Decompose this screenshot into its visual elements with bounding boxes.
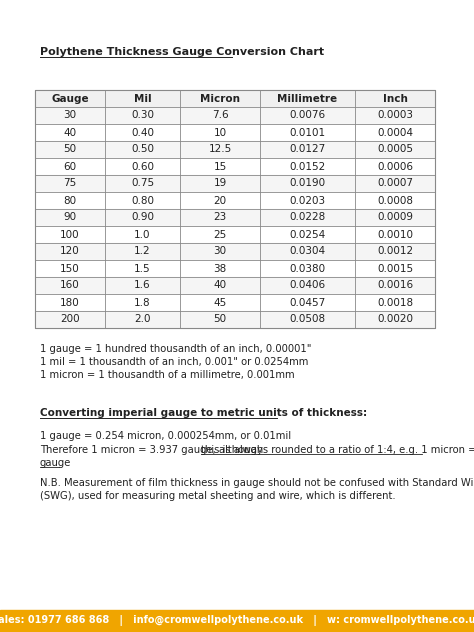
Text: 100: 100	[60, 229, 80, 240]
Bar	[0, 610, 474, 632]
Text: Sales: 01977 686 868   |   info@cromwellpolythene.co.uk   |   w: cromwellpolythe: Sales: 01977 686 868 | info@cromwellpoly…	[0, 616, 474, 626]
Text: Therefore 1 micron = 3.937 gauge, although: Therefore 1 micron = 3.937 gauge, althou…	[40, 445, 266, 455]
Text: 1.6: 1.6	[134, 281, 151, 291]
Text: 0.30: 0.30	[131, 111, 154, 121]
Text: 10: 10	[213, 128, 227, 138]
Text: 0.0020: 0.0020	[377, 315, 413, 324]
Text: 45: 45	[213, 298, 227, 308]
Bar	[35, 107, 435, 124]
Text: 0.0007: 0.0007	[377, 178, 413, 188]
Text: 120: 120	[60, 246, 80, 257]
Text: this is always rounded to a ratio of 1:4, e.g. 1 micron = 4: this is always rounded to a ratio of 1:4…	[201, 445, 474, 455]
Text: 0.75: 0.75	[131, 178, 154, 188]
Text: 0.0254: 0.0254	[289, 229, 326, 240]
Text: 1 gauge = 0.254 micron, 0.000254mm, or 0.01mil: 1 gauge = 0.254 micron, 0.000254mm, or 0…	[40, 431, 291, 441]
Bar	[35, 243, 435, 260]
Text: N.B. Measurement of film thickness in gauge should not be confused with Standard: N.B. Measurement of film thickness in ga…	[40, 478, 474, 501]
Text: 0.0015: 0.0015	[377, 264, 413, 274]
Text: 0.0304: 0.0304	[290, 246, 326, 257]
Text: 0.0152: 0.0152	[289, 162, 326, 171]
Text: 19: 19	[213, 178, 227, 188]
Text: Gauge: Gauge	[51, 94, 89, 104]
Bar	[35, 209, 435, 226]
Text: 12.5: 12.5	[209, 145, 232, 154]
Text: 1 gauge = 1 hundred thousandth of an inch, 0.00001": 1 gauge = 1 hundred thousandth of an inc…	[40, 344, 311, 354]
Text: 0.0508: 0.0508	[290, 315, 326, 324]
Bar	[35, 90, 435, 107]
Bar	[35, 175, 435, 192]
Text: 0.0228: 0.0228	[289, 212, 326, 222]
Bar	[35, 226, 435, 243]
Text: Converting imperial gauge to metric units of thickness:: Converting imperial gauge to metric unit…	[40, 408, 367, 418]
Bar	[35, 260, 435, 277]
Text: 0.0101: 0.0101	[290, 128, 326, 138]
Text: 1.5: 1.5	[134, 264, 151, 274]
Text: Polythene Thickness Gauge Conversion Chart: Polythene Thickness Gauge Conversion Cha…	[40, 47, 324, 57]
Text: 0.80: 0.80	[131, 195, 154, 205]
Text: 7.6: 7.6	[212, 111, 228, 121]
Text: 20: 20	[213, 195, 227, 205]
Text: 1 micron = 1 thousandth of a millimetre, 0.001mm: 1 micron = 1 thousandth of a millimetre,…	[40, 370, 295, 380]
Text: 1.0: 1.0	[134, 229, 151, 240]
Text: 90: 90	[64, 212, 77, 222]
Text: 40: 40	[213, 281, 227, 291]
Text: 0.0018: 0.0018	[377, 298, 413, 308]
Text: 0.0004: 0.0004	[377, 128, 413, 138]
Text: 0.0008: 0.0008	[377, 195, 413, 205]
Text: 1.2: 1.2	[134, 246, 151, 257]
Text: gauge: gauge	[40, 458, 72, 468]
Text: 0.50: 0.50	[131, 145, 154, 154]
Text: 150: 150	[60, 264, 80, 274]
Text: 1.8: 1.8	[134, 298, 151, 308]
Text: Mil: Mil	[134, 94, 151, 104]
Text: 0.0457: 0.0457	[289, 298, 326, 308]
Text: 0.90: 0.90	[131, 212, 154, 222]
Text: 1 mil = 1 thousandth of an inch, 0.001" or 0.0254mm: 1 mil = 1 thousandth of an inch, 0.001" …	[40, 357, 309, 367]
Text: 23: 23	[213, 212, 227, 222]
Text: 0.0076: 0.0076	[290, 111, 326, 121]
Text: 0.0010: 0.0010	[377, 229, 413, 240]
Text: Inch: Inch	[383, 94, 408, 104]
Text: 0.60: 0.60	[131, 162, 154, 171]
Text: 50: 50	[213, 315, 227, 324]
Bar	[35, 277, 435, 294]
Text: 0.0012: 0.0012	[377, 246, 413, 257]
Text: 0.0127: 0.0127	[289, 145, 326, 154]
Text: 30: 30	[213, 246, 227, 257]
Text: 40: 40	[64, 128, 77, 138]
Bar	[35, 311, 435, 328]
Text: Millimetre: Millimetre	[277, 94, 337, 104]
Text: 2.0: 2.0	[134, 315, 151, 324]
Bar	[35, 141, 435, 158]
Text: 80: 80	[64, 195, 77, 205]
Text: 60: 60	[64, 162, 77, 171]
Text: 0.0009: 0.0009	[377, 212, 413, 222]
Text: 0.0005: 0.0005	[377, 145, 413, 154]
Bar	[35, 124, 435, 141]
Text: 0.0203: 0.0203	[290, 195, 326, 205]
Text: 0.0003: 0.0003	[377, 111, 413, 121]
Text: 50: 50	[64, 145, 77, 154]
Text: 0.0406: 0.0406	[290, 281, 326, 291]
Text: 180: 180	[60, 298, 80, 308]
Text: 0.40: 0.40	[131, 128, 154, 138]
Text: 160: 160	[60, 281, 80, 291]
Bar	[35, 294, 435, 311]
Text: 0.0380: 0.0380	[290, 264, 326, 274]
Text: 25: 25	[213, 229, 227, 240]
Text: 15: 15	[213, 162, 227, 171]
Bar	[35, 192, 435, 209]
Text: 200: 200	[60, 315, 80, 324]
Text: 0.0016: 0.0016	[377, 281, 413, 291]
Text: 0.0190: 0.0190	[290, 178, 326, 188]
Bar	[35, 158, 435, 175]
Text: 75: 75	[64, 178, 77, 188]
Text: Micron: Micron	[200, 94, 240, 104]
Text: 38: 38	[213, 264, 227, 274]
Text: 0.0006: 0.0006	[377, 162, 413, 171]
Text: 30: 30	[64, 111, 77, 121]
Bar	[35, 90, 435, 328]
